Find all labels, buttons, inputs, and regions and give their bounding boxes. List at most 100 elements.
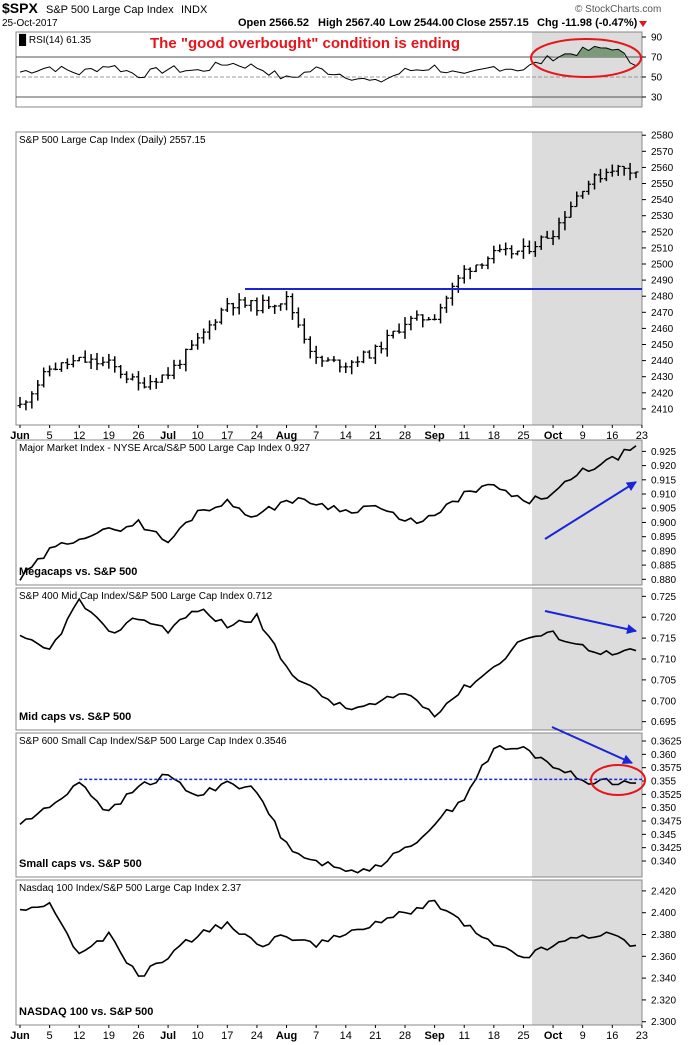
y-tick-label: 2510 [651,243,674,254]
close-value: Close 2557.15 [456,17,529,29]
panel-title: S&P 400 Mid Cap Index/S&P 500 Large Cap … [19,591,273,602]
ratio-line [19,744,637,874]
panel-midcaps: 0.725 0.720 0.715 0.710 0.705 0.700 0.695 S&P 4… [15,587,676,731]
x-tick-label: 26 [132,1030,144,1042]
y-tick-label: 2420 [651,388,674,399]
y-tick-label: 0.340 [651,857,676,868]
y-tick-label: 2500 [651,260,674,271]
x-tick-label: 17 [221,1030,233,1042]
y-tick-label: 0.925 [651,447,676,458]
y-tick-label: 2550 [651,179,674,190]
y-tick-label: 0.710 [651,655,676,666]
x-tick-label: 25 [517,430,529,442]
y-tick-label: 0.3475 [651,817,682,828]
y-tick-label: 2490 [651,276,674,287]
x-tick-label: 25 [517,1030,529,1042]
x-tick-label: 19 [103,1030,115,1042]
exchange: INDX [181,4,208,16]
panel-rsi: 90 70 50 30 █ RSI(14) 61.35 The "good overbou… [15,31,663,108]
high-value: High 2567.40 [318,17,385,29]
y-tick-label: 2.340 [651,974,676,985]
x-tick-label: Jun [10,430,30,442]
x-tick-label: 21 [369,430,381,442]
y-tick-label: 30 [651,93,663,104]
panel-title: Major Market Index - NYSE Arca/S&P 500 L… [19,443,311,454]
x-tick-label: 12 [73,430,85,442]
shaded-period [532,132,642,425]
watermark: © StockCharts.com [575,4,661,15]
y-tick-label: 2440 [651,356,674,367]
y-tick-label: 0.695 [651,717,676,728]
trend-arrow [544,481,637,540]
x-tick-label: 11 [459,430,470,442]
y-tick-label: 0.345 [651,830,676,841]
x-tick-label: 12 [73,1030,85,1042]
x-tick-label: Oct [544,430,563,442]
y-tick-label: 2410 [651,404,674,415]
annotation-text: The "good overbought" condition is endin… [150,35,460,52]
x-tick-label: 14 [340,1030,352,1042]
y-tick-label: 0.715 [651,634,676,645]
annotation-ellipse [530,38,642,78]
y-tick-label: 0.915 [651,475,676,486]
shaded-period [532,880,642,1025]
x-tick-label: 19 [103,430,115,442]
low-value: Low 2544.00 [389,17,454,29]
y-tick-label: 0.890 [651,546,676,557]
y-tick-label: 0.920 [651,461,676,472]
y-tick-label: 2540 [651,195,674,206]
panel-spx: 2580 2570 2560 2550 2540 2530 2520 2510 2500 2490… [15,131,674,426]
y-tick-label: 0.700 [651,696,676,707]
panel-title: █ RSI(14) 61.35 [19,33,92,47]
x-tick-label: Aug [276,430,297,442]
panel-frame [15,439,643,586]
y-tick-label: 2480 [651,292,674,303]
y-tick-label: 2.300 [651,1017,676,1028]
x-tick-label: 26 [132,430,144,442]
y-tick-label: 0.3525 [651,790,682,801]
x-tick-label: 5 [47,1030,53,1042]
panel-nasdaq: 2.420 2.400 2.380 2.360 2.340 2.320 2.300 Nasda… [15,879,676,1028]
y-tick-label: 2520 [651,227,674,238]
panel-title: S&P 500 Large Cap Index (Daily) 2557.15 [19,135,206,146]
y-tick-label: 0.350 [651,803,676,814]
y-tick-label: 2560 [651,163,674,174]
x-tick-label: 17 [221,430,233,442]
y-tick-label: 0.3625 [651,737,682,748]
panel-label: Mid caps vs. S&P 500 [19,711,131,723]
panel-smallcaps: 0.3625 0.360 0.3575 0.355 0.3525 0.350 0.3475 0… [15,726,682,878]
y-tick-label: 0.910 [651,490,676,501]
down-arrow-icon [639,21,647,27]
x-axis: Jun Jun 5 5 12 12 19 19 26 26 Jul Jul 10 10 17 17 24 24 Au… [10,425,648,1042]
x-tick-label: Sep [425,430,445,442]
ratio-line [19,445,637,581]
x-tick-label: 24 [251,430,263,442]
y-tick-label: 0.355 [651,777,676,788]
x-tick-label: 5 [47,430,53,442]
y-tick-label: 2.360 [651,952,676,963]
x-tick-label: 16 [606,1030,618,1042]
chart-date: 25-Oct-2017 [2,18,58,29]
x-tick-label: 10 [192,1030,204,1042]
y-tick-label: 0.3425 [651,843,682,854]
trend-arrow [544,610,637,634]
x-tick-label: 23 [636,1030,648,1042]
y-tick-label: 2.380 [651,930,676,941]
panel-label: Small caps vs. S&P 500 [19,858,142,870]
x-tick-label: 9 [580,1030,586,1042]
x-tick-label: 18 [488,430,500,442]
x-tick-label: 9 [580,430,586,442]
y-tick-label: 2530 [651,211,674,222]
y-tick-label: 0.880 [651,575,676,586]
panel-label: Megacaps vs. S&P 500 [19,566,137,578]
x-tick-label: 24 [251,1030,263,1042]
y-tick-label: 50 [651,73,663,84]
y-tick-label: 2580 [651,131,674,142]
x-tick-label: 7 [313,430,319,442]
y-tick-label: 0.705 [651,675,676,686]
y-tick-label: 2460 [651,324,674,335]
index-name: S&P 500 Large Cap Index [46,4,174,16]
y-tick-label: 0.3575 [651,763,682,774]
x-tick-label: 23 [636,430,648,442]
y-tick-label: 2430 [651,372,674,383]
